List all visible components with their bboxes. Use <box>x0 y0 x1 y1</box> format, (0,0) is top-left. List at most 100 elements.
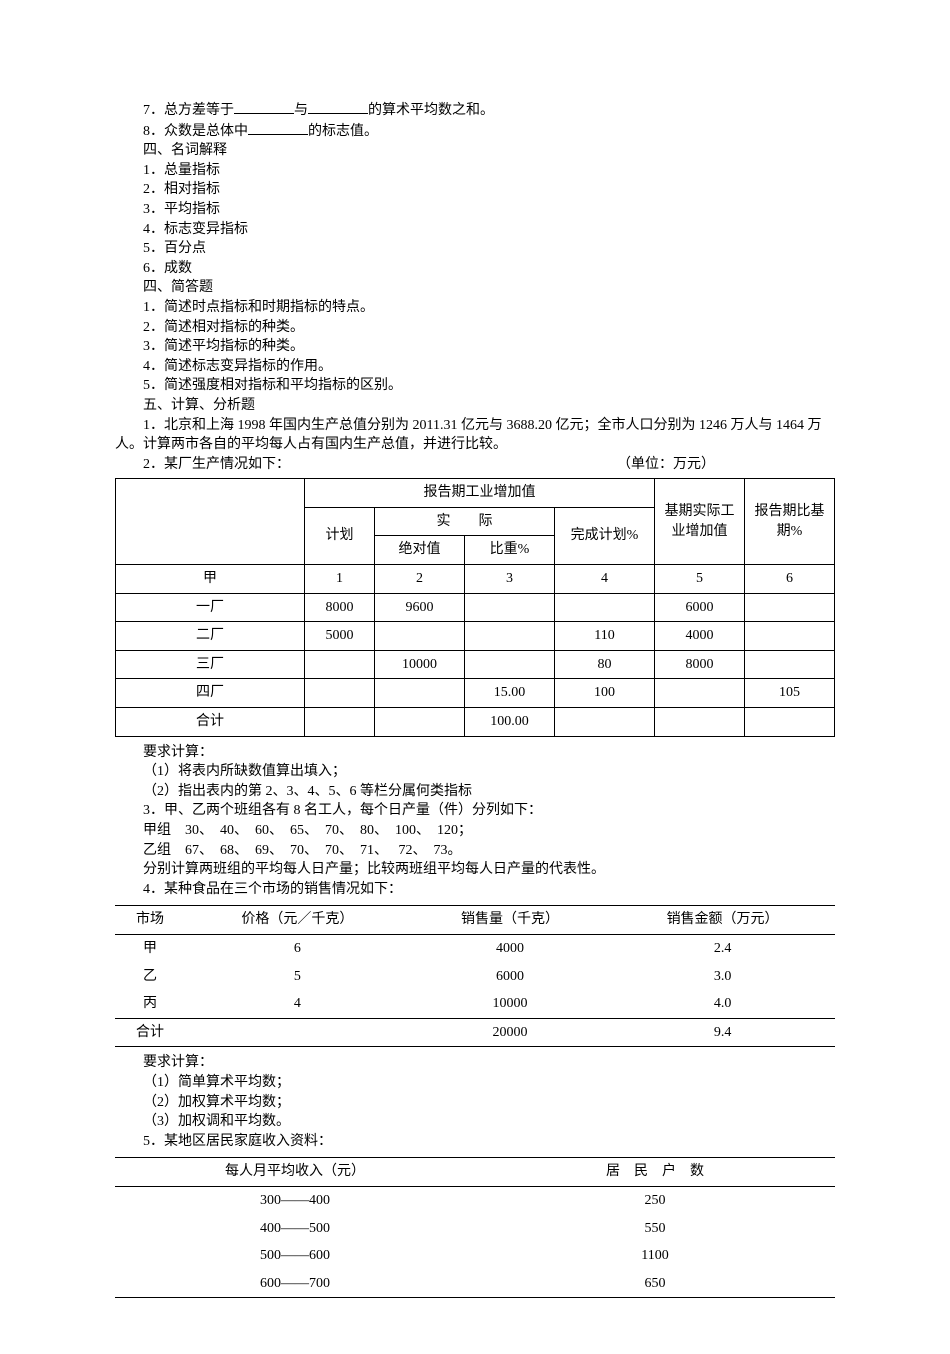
table-row: 甲 1 2 3 4 5 6 <box>116 565 835 594</box>
table-row: 乙 5 6000 3.0 <box>115 963 835 991</box>
cell: 一厂 <box>116 593 305 622</box>
calc-heading: 五、计算、分析题 <box>115 396 835 416</box>
cell: 4 <box>555 565 655 594</box>
sa-item: 2．简述相对指标的种类。 <box>115 318 835 338</box>
cell: 105 <box>745 679 835 708</box>
cell: 甲 <box>115 934 185 962</box>
table-row: 500——600 1100 <box>115 1242 835 1270</box>
sa-item: 1．简述时点指标和时期指标的特点。 <box>115 298 835 318</box>
cell: 10000 <box>375 650 465 679</box>
fill-blank-8: 8．众数是总体中的标志值。 <box>115 121 835 142</box>
q8-b: 的标志值。 <box>308 124 378 139</box>
cell <box>655 708 745 737</box>
cell: 3.0 <box>610 963 835 991</box>
cell: 四厂 <box>116 679 305 708</box>
cell: 6000 <box>655 593 745 622</box>
cell: 80 <box>555 650 655 679</box>
table-row: 合计 100.00 <box>116 708 835 737</box>
cell <box>185 1018 410 1047</box>
term-item: 5．百分点 <box>115 239 835 259</box>
cell <box>305 708 375 737</box>
table-row: 甲 6 4000 2.4 <box>115 934 835 962</box>
post-t2-r1: （1）将表内所缺数值算出填入； <box>115 762 835 782</box>
q7-a: 总方差等于 <box>164 103 234 118</box>
blank <box>308 100 368 114</box>
cell <box>555 708 655 737</box>
cell: 550 <box>475 1215 835 1243</box>
calc-q1: 1．北京和上海 1998 年国内生产总值分别为 2011.31 亿元与 3688… <box>115 416 835 455</box>
fill-blank-7: 7．总方差等于与的算术平均数之和。 <box>115 100 835 121</box>
cell: 4 <box>185 990 410 1018</box>
t2-h-abs: 绝对值 <box>375 536 465 565</box>
cell <box>465 593 555 622</box>
cell: 300——400 <box>115 1186 475 1214</box>
cell: 8000 <box>655 650 745 679</box>
cell: 合计 <box>115 1018 185 1047</box>
cell <box>745 650 835 679</box>
sa-item: 4．简述标志变异指标的作用。 <box>115 357 835 377</box>
cell: 650 <box>475 1270 835 1298</box>
cell: 合计 <box>116 708 305 737</box>
calc-q2-left: 2．某厂生产情况如下： <box>143 455 290 475</box>
post-t3-r3: （3）加权调和平均数。 <box>115 1112 835 1132</box>
cell: 2.4 <box>610 934 835 962</box>
cell <box>465 650 555 679</box>
post-t2-req: 要求计算： <box>115 743 835 763</box>
cell: 价格（元／千克） <box>185 906 410 935</box>
cell <box>375 679 465 708</box>
post-t3-r1: （1）简单算术平均数； <box>115 1073 835 1093</box>
table-row: 一厂 8000 9600 6000 <box>116 593 835 622</box>
cell: 100 <box>555 679 655 708</box>
terms-heading: 四、名词解释 <box>115 141 835 161</box>
table-row: 600——700 650 <box>115 1270 835 1298</box>
post-t3-q5: 5．某地区居民家庭收入资料： <box>115 1132 835 1152</box>
cell: 110 <box>555 622 655 651</box>
cell: 10000 <box>410 990 610 1018</box>
cell: 500——600 <box>115 1242 475 1270</box>
cell <box>745 622 835 651</box>
t2-h-base: 基期实际工业增加值 <box>655 479 745 565</box>
t2-h-actual: 实 际 <box>375 507 555 536</box>
cell: 6000 <box>410 963 610 991</box>
term-item: 6．成数 <box>115 259 835 279</box>
cell: 9.4 <box>610 1018 835 1047</box>
cell: 8000 <box>305 593 375 622</box>
market-sales-table: 市场 价格（元／千克） 销售量（千克） 销售金额（万元） 甲 6 4000 2.… <box>115 905 835 1047</box>
post-t2-r2: （2）指出表内的第 2、3、4、5、6 等栏分属何类指标 <box>115 782 835 802</box>
t2-h-weight: 比重% <box>465 536 555 565</box>
cell: 6 <box>185 934 410 962</box>
cell <box>555 593 655 622</box>
cell: 4.0 <box>610 990 835 1018</box>
cell <box>305 650 375 679</box>
cell: 600——700 <box>115 1270 475 1298</box>
sa-item: 5．简述强度相对指标和平均指标的区别。 <box>115 376 835 396</box>
table-row: 每人月平均收入（元） 居 民 户 数 <box>115 1158 835 1187</box>
cell: 100.00 <box>465 708 555 737</box>
cell: 250 <box>475 1186 835 1214</box>
calc-q1-text: 1．北京和上海 1998 年国内生产总值分别为 2011.31 亿元与 3688… <box>115 418 821 453</box>
post-t2-q4: 4．某种食品在三个市场的销售情况如下： <box>115 880 835 900</box>
q8-a: 众数是总体中 <box>164 124 248 139</box>
short-answer-heading: 四、简答题 <box>115 278 835 298</box>
cell: 二厂 <box>116 622 305 651</box>
cell: 4000 <box>410 934 610 962</box>
cell: 400——500 <box>115 1215 475 1243</box>
cell <box>655 679 745 708</box>
cell: 5 <box>655 565 745 594</box>
post-t3-req: 要求计算： <box>115 1053 835 1073</box>
q7-c: 的算术平均数之和。 <box>368 103 494 118</box>
term-item: 1．总量指标 <box>115 161 835 181</box>
cell: 市场 <box>115 906 185 935</box>
cell: 2 <box>375 565 465 594</box>
cell <box>375 622 465 651</box>
cell: 5000 <box>305 622 375 651</box>
table-row: 合计 20000 9.4 <box>115 1018 835 1047</box>
q7-num: 7． <box>143 103 164 118</box>
cell: 三厂 <box>116 650 305 679</box>
calc-q2-row: 2．某厂生产情况如下： （单位：万元） <box>115 455 835 475</box>
cell: 居 民 户 数 <box>475 1158 835 1187</box>
t2-h-plan: 计划 <box>305 507 375 564</box>
calc-q2-right: （单位：万元） <box>617 455 835 475</box>
term-item: 4．标志变异指标 <box>115 220 835 240</box>
cell <box>465 622 555 651</box>
